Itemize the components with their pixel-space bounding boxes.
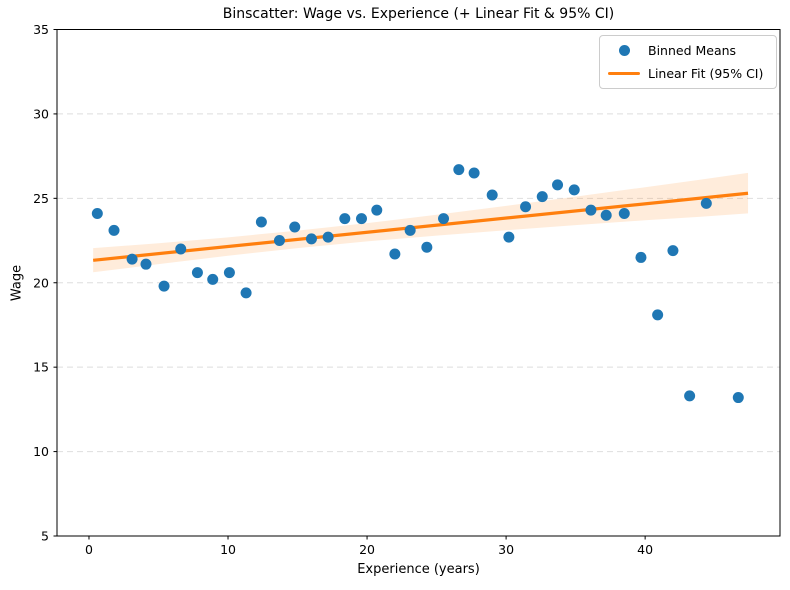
scatter-point <box>305 233 317 245</box>
scatter-point <box>255 216 267 228</box>
x-tick-label: 40 <box>637 542 653 557</box>
scatter-point <box>700 197 712 209</box>
scatter-point <box>486 189 498 201</box>
scatter-point <box>289 221 301 233</box>
fit-line <box>92 191 749 262</box>
x-tick-label: 20 <box>359 542 375 557</box>
scatter-point <box>223 267 235 279</box>
y-tick-label: 15 <box>33 360 49 375</box>
scatter-point <box>536 191 548 203</box>
scatter-point <box>520 201 532 213</box>
scatter-point <box>652 309 664 321</box>
legend-item-linear-fit: Linear Fit (95% CI) <box>608 63 768 84</box>
scatter-point <box>453 164 465 176</box>
scatter-point <box>503 231 515 243</box>
legend-circle-marker-icon <box>608 45 640 56</box>
x-tick-label: 0 <box>85 542 93 557</box>
scatter-point <box>438 213 450 225</box>
scatter-point <box>108 224 120 236</box>
scatter-point <box>355 213 367 225</box>
scatter-point <box>273 235 285 247</box>
legend-label: Binned Means <box>648 43 737 58</box>
legend-label: Linear Fit (95% CI) <box>648 66 764 81</box>
scatter-point <box>732 392 744 404</box>
y-tick-label: 25 <box>33 191 49 206</box>
ci-band <box>93 172 749 273</box>
scatter-point <box>667 245 679 257</box>
x-tick-label: 10 <box>220 542 236 557</box>
legend: Binned Means Linear Fit (95% CI) <box>599 35 777 89</box>
scatter-point <box>371 204 383 216</box>
scatter-point <box>339 213 351 225</box>
scatter-point <box>404 224 416 236</box>
chart-title: Binscatter: Wage vs. Experience (+ Linea… <box>222 6 615 22</box>
scatter-point <box>126 253 138 265</box>
scatter-point <box>91 208 103 220</box>
y-tick-label: 5 <box>41 529 49 544</box>
scatter-point <box>240 287 252 299</box>
scatter-point <box>191 267 203 279</box>
legend-item-binned-means: Binned Means <box>608 40 768 61</box>
scatter-point <box>158 280 170 292</box>
scatter-point <box>175 243 187 255</box>
scatter-point <box>389 248 401 260</box>
y-tick-label: 35 <box>33 22 49 37</box>
y-tick-label: 20 <box>33 275 49 290</box>
scatter-point <box>322 231 334 243</box>
y-axis-label: Wage <box>9 264 25 302</box>
scatter-point <box>140 258 152 270</box>
scatter-point <box>585 204 597 216</box>
scatter-point <box>552 179 564 191</box>
x-axis-label: Experience (years) <box>357 562 480 577</box>
x-tick-label: 30 <box>498 542 514 557</box>
scatter-point <box>207 273 219 285</box>
scatter-point <box>684 390 696 402</box>
scatter-point <box>568 184 580 196</box>
legend-line-marker-icon <box>608 71 640 76</box>
scatter-point <box>635 251 647 263</box>
scatter-point <box>618 208 630 220</box>
scatter-point <box>421 241 433 253</box>
y-tick-label: 30 <box>33 106 49 121</box>
scatter-point <box>600 209 612 221</box>
scatter-point <box>468 167 480 179</box>
y-tick-label: 10 <box>33 444 49 459</box>
